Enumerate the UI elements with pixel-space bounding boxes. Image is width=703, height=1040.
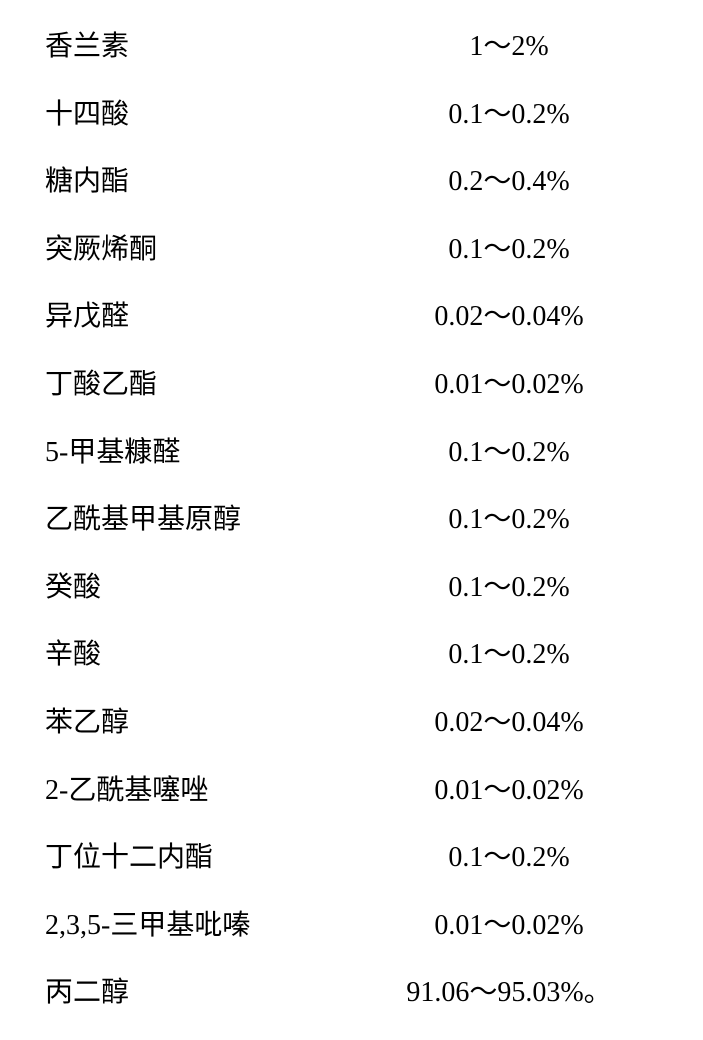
ingredient-name: 丙二醇	[45, 976, 355, 1010]
table-row: 糖内酯 0.2～0.4%	[45, 165, 663, 199]
ingredient-name: 丁位十二内酯	[45, 841, 355, 875]
ingredient-name: 突厥烯酮	[45, 233, 355, 267]
ingredient-name: 糖内酯	[45, 165, 355, 199]
table-row: 异戊醛 0.02～0.04%	[45, 300, 663, 334]
ingredient-name: 丁酸乙酯	[45, 368, 355, 402]
table-row: 十四酸 0.1～0.2%	[45, 98, 663, 132]
ingredient-name: 香兰素	[45, 30, 355, 64]
table-row: 苯乙醇 0.02～0.04%	[45, 706, 663, 740]
table-row: 2,3,5-三甲基吡嗪 0.01～0.02%	[45, 909, 663, 943]
table-row: 香兰素 1～2%	[45, 30, 663, 64]
ingredient-value: 0.1～0.2%	[355, 638, 663, 672]
ingredient-value: 0.1～0.2%	[355, 233, 663, 267]
ingredient-value: 0.1～0.2%	[355, 841, 663, 875]
ingredient-name: 5-甲基糠醛	[45, 436, 355, 470]
ingredient-value: 0.1～0.2%	[355, 503, 663, 537]
ingredient-value: 0.1～0.2%	[355, 98, 663, 132]
table-row: 癸酸 0.1～0.2%	[45, 571, 663, 605]
ingredient-name: 十四酸	[45, 98, 355, 132]
ingredient-name: 异戊醛	[45, 300, 355, 334]
table-row: 辛酸 0.1～0.2%	[45, 638, 663, 672]
ingredient-name: 2,3,5-三甲基吡嗪	[45, 909, 355, 943]
ingredient-name: 乙酰基甲基原醇	[45, 503, 355, 537]
table-row: 乙酰基甲基原醇 0.1～0.2%	[45, 503, 663, 537]
ingredient-value: 0.02～0.04%	[355, 706, 663, 740]
ingredient-value: 0.1～0.2%	[355, 436, 663, 470]
ingredient-name: 辛酸	[45, 638, 355, 672]
table-row: 2-乙酰基噻唑 0.01～0.02%	[45, 774, 663, 808]
table-row: 突厥烯酮 0.1～0.2%	[45, 233, 663, 267]
ingredients-table: 香兰素 1～2% 十四酸 0.1～0.2% 糖内酯 0.2～0.4% 突厥烯酮 …	[0, 0, 703, 1040]
ingredient-value: 91.06～95.03%。	[355, 976, 663, 1010]
ingredient-name: 2-乙酰基噻唑	[45, 774, 355, 808]
table-row: 丁酸乙酯 0.01～0.02%	[45, 368, 663, 402]
ingredient-value: 0.02～0.04%	[355, 300, 663, 334]
table-row: 丙二醇 91.06～95.03%。	[45, 976, 663, 1010]
table-row: 5-甲基糠醛 0.1～0.2%	[45, 436, 663, 470]
ingredient-value: 0.1～0.2%	[355, 571, 663, 605]
ingredient-value: 0.01～0.02%	[355, 368, 663, 402]
ingredient-name: 苯乙醇	[45, 706, 355, 740]
ingredient-value: 1～2%	[355, 30, 663, 64]
ingredient-value: 0.01～0.02%	[355, 909, 663, 943]
ingredient-value: 0.2～0.4%	[355, 165, 663, 199]
ingredient-name: 癸酸	[45, 571, 355, 605]
table-row: 丁位十二内酯 0.1～0.2%	[45, 841, 663, 875]
ingredient-value: 0.01～0.02%	[355, 774, 663, 808]
